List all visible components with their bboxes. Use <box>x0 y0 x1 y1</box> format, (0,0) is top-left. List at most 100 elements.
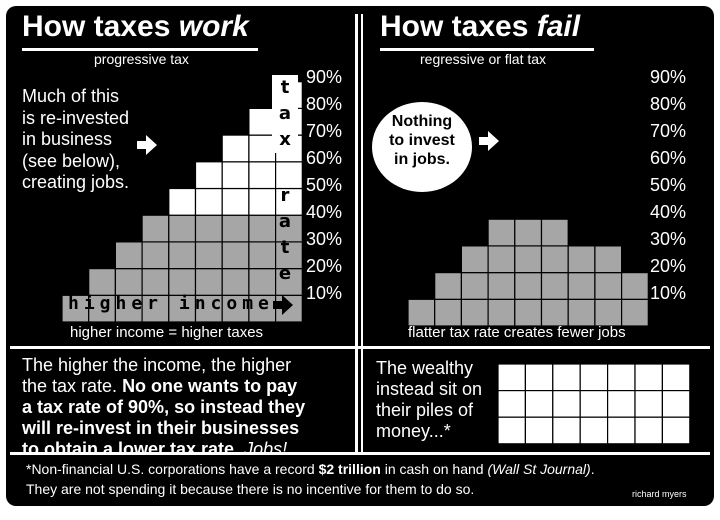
money-cell <box>579 364 609 392</box>
money-cell <box>552 416 581 444</box>
left-subtitle: progressive tax <box>94 51 189 67</box>
tax-cell <box>141 268 170 296</box>
tax-cell <box>88 294 117 322</box>
rate-letter: a <box>278 211 292 232</box>
tax-cell <box>168 241 197 270</box>
rate-letter: r <box>280 185 290 206</box>
paragraph-text: the tax rate. <box>22 376 123 396</box>
tax-cell <box>248 107 277 136</box>
paragraph-bold: will re-invest in their businesses <box>22 418 300 438</box>
tax-cell <box>540 271 569 300</box>
bottom-left-paragraph: The higher the income, the higher the ta… <box>22 355 352 460</box>
tax-cell <box>221 161 250 190</box>
paragraph-line: will re-invest in their businesses <box>22 418 352 439</box>
money-cell <box>661 364 690 392</box>
paragraph-text: . <box>234 439 245 459</box>
footer-italic: (Wall St Journal) <box>487 461 591 477</box>
right-subtitle: regressive or flat tax <box>420 51 547 67</box>
right-arrow-icon <box>479 131 499 151</box>
percent-label: 40% <box>650 202 687 222</box>
rate-letter: e <box>278 263 292 284</box>
footer-text: . <box>590 461 595 477</box>
paragraph-line: a tax rate of 90%, so instead they <box>22 397 352 418</box>
higher-income-label: higher income <box>68 293 274 314</box>
tax-cell <box>487 245 516 274</box>
percent-label: 40% <box>306 202 343 222</box>
percent-label: 70% <box>650 121 687 141</box>
tax-cell <box>594 245 623 274</box>
left-title-underline <box>22 48 258 51</box>
paragraph-line: to obtain a lower tax rate. Jobs! <box>22 439 352 460</box>
tax-cell <box>168 214 197 243</box>
reinvest-line: in business <box>22 129 113 149</box>
tax-cell <box>114 241 143 270</box>
tax-cell <box>275 214 302 243</box>
rate-word: r a t e <box>272 183 298 287</box>
tax-cell <box>514 218 543 247</box>
percent-label: 20% <box>306 256 343 276</box>
percent-label: 50% <box>306 175 343 195</box>
tax-cell <box>514 298 543 326</box>
money-cell <box>524 390 554 418</box>
reinvest-line: is re-invested <box>22 107 130 128</box>
right-title-emph: fail <box>536 10 581 43</box>
tax-cell <box>248 134 277 163</box>
percent-label: 20% <box>650 256 687 276</box>
reinvest-line: creating jobs. <box>22 172 130 192</box>
tax-cell <box>168 268 197 296</box>
left-percent-axis: 90% 80% 70% 60% 50% 40% 30% 20% 10% <box>306 64 342 307</box>
left-title-prefix: How taxes <box>22 10 179 43</box>
tax-cell <box>567 245 596 274</box>
money-cell <box>524 364 554 392</box>
percent-label: 80% <box>306 94 343 114</box>
tax-cell <box>487 271 516 300</box>
tax-letter: a <box>272 101 298 127</box>
money-cell <box>606 416 636 444</box>
tax-cell <box>194 268 223 296</box>
tax-cell <box>194 214 223 243</box>
center-divider <box>355 14 358 454</box>
paragraph-line: the tax rate. No one wants to pay <box>22 376 352 397</box>
money-cell <box>552 364 581 392</box>
tax-cell <box>460 298 489 326</box>
tax-cell <box>168 187 197 216</box>
paragraph-line: instead sit on <box>376 379 483 399</box>
progressive-staircase <box>62 72 302 322</box>
left-title: How taxes work <box>22 10 249 44</box>
tax-cell <box>194 187 223 216</box>
money-pile-grid <box>498 364 690 444</box>
infographic-poster: How taxes work progressive tax How taxes… <box>6 6 714 506</box>
tax-cell <box>460 245 489 274</box>
nothing-to-invest-circle: Nothing to invest in jobs. <box>372 102 472 192</box>
money-cell <box>579 390 609 418</box>
tax-letter: x <box>272 127 298 153</box>
tax-cell <box>487 218 516 247</box>
higher-income-arrow-icon <box>273 295 293 315</box>
right-title-prefix: How taxes <box>380 10 537 43</box>
money-cell <box>498 416 526 444</box>
tax-cell <box>567 271 596 300</box>
percent-label: 50% <box>650 175 687 195</box>
tax-cell <box>141 241 170 270</box>
tax-cell <box>540 218 569 247</box>
tax-cell <box>88 268 117 296</box>
tax-cell <box>194 241 223 270</box>
tax-cell <box>540 298 569 326</box>
percent-label: 10% <box>650 283 687 303</box>
tax-cell <box>194 294 223 322</box>
tax-cell <box>221 241 250 270</box>
money-cell <box>498 364 526 392</box>
reinvest-text: Much of this is re-invested in business … <box>22 86 129 194</box>
tax-cell <box>221 214 250 243</box>
author-credit: richard myers <box>632 489 687 499</box>
footer-bold: $2 trillion <box>318 461 381 477</box>
footer-divider <box>10 452 710 455</box>
footer-text: in cash on hand <box>380 461 488 477</box>
percent-label: 70% <box>306 121 343 141</box>
tax-cell <box>594 298 623 326</box>
tax-cell <box>275 268 302 296</box>
right-percent-axis: 90% 80% 70% 60% 50% 40% 30% 20% 10% <box>650 64 686 307</box>
tax-cell <box>460 271 489 300</box>
footer-line: They are not spending it because there i… <box>26 481 475 497</box>
tax-cell <box>540 245 569 274</box>
